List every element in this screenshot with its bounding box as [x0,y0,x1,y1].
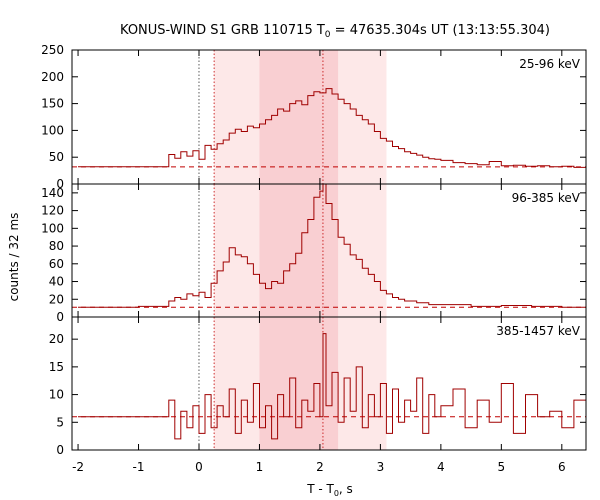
y-tick-label: 20 [49,332,64,346]
energy-band-label: 25-96 keV [519,57,581,71]
y-axis-label: counts / 32 ms [7,213,21,302]
light-curve-series [78,88,587,168]
shade-dark-region [259,50,339,184]
y-tick-label: 250 [41,43,64,57]
y-tick-label: 0 [56,443,64,457]
panel-frame [71,316,587,451]
y-tick-label: 140 [41,186,64,200]
x-tick-label: 3 [377,460,385,474]
x-tick-label: 5 [498,460,506,474]
y-tick-label: 5 [56,415,64,429]
y-tick-label: 15 [49,360,64,374]
x-tick-label: 1 [256,460,264,474]
y-tick-label: 10 [49,388,64,402]
panel-3: 0 5 10 15 20 385-1457 keV [49,316,587,457]
y-tick-label: 80 [49,239,64,253]
y-tick-label: 20 [49,292,64,306]
x-axis-label-main: T - T [306,482,334,496]
x-axis-label-subscript: 0 [334,489,339,498]
chart-title-main: KONUS-WIND S1 GRB 110715 T [120,23,325,38]
panel-1: 0 50 100 150 200 250 25-96 keV [41,43,587,191]
panel-2: 0 20 40 60 80 100 120 140 96-385 keV [41,183,587,324]
y-tick-label: 0 [56,177,64,191]
chart-title-subscript: 0 [325,30,331,40]
y-tick-label: 120 [41,204,64,218]
chart-title: KONUS-WIND S1 GRB 110715 T0 = 47635.304s… [120,23,550,40]
light-curve-series [78,333,587,440]
y-tick-label: 100 [41,123,64,137]
x-tick-label: -2 [72,460,84,474]
y-tick-label: 150 [41,97,64,111]
x-tick-label: -1 [133,460,145,474]
chart-title-rest: = 47635.304s UT (13:13:55.304) [331,23,550,38]
light-curve-series [78,183,587,309]
x-tick-label: 0 [195,460,203,474]
y-tick-label: 50 [49,150,64,164]
x-axis: -2 -1 0 1 2 3 4 5 6 [72,460,566,474]
y-tick-label: 100 [41,221,64,235]
x-axis-label: T - T0, s [306,482,353,498]
y-tick-label: 200 [41,70,64,84]
energy-band-label: 385-1457 keV [496,324,580,338]
x-tick-label: 4 [437,460,445,474]
y-tick-label: 60 [49,257,64,271]
x-axis-label-rest: , s [339,482,353,496]
x-tick-label: 6 [558,460,566,474]
y-tick-label: 0 [56,310,64,324]
shade-dark-region [259,184,339,317]
y-tick-label: 40 [49,275,64,289]
energy-band-label: 96-385 keV [512,191,581,205]
x-tick-label: 2 [316,460,324,474]
